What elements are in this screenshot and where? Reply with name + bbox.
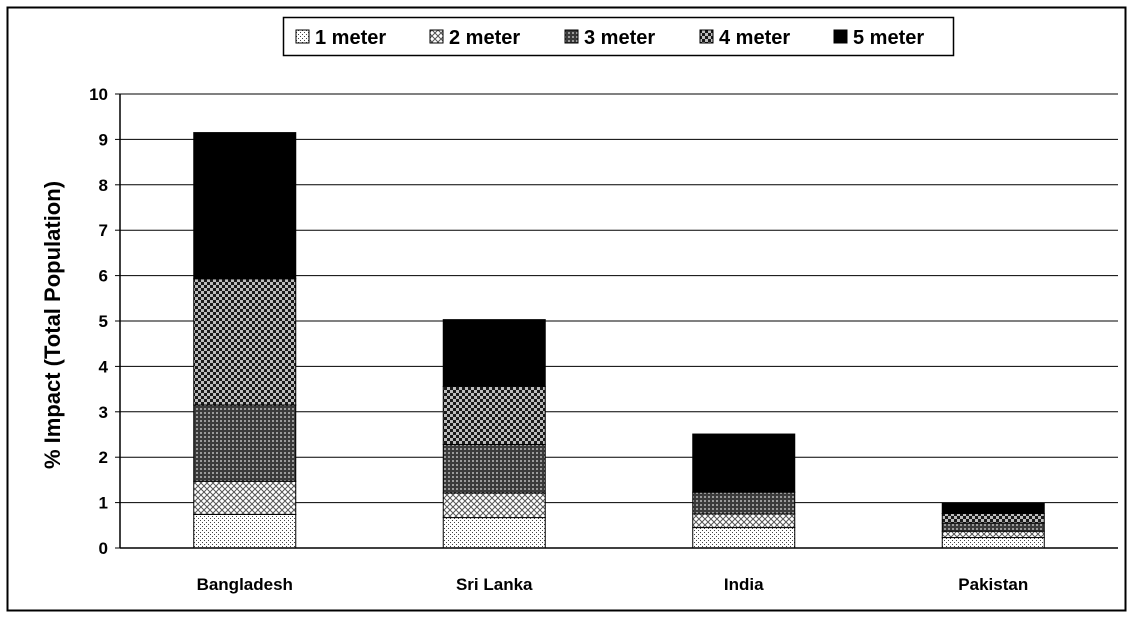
legend-label: 3 meter bbox=[584, 27, 655, 49]
bar-bangladesh-5-meter bbox=[193, 132, 297, 280]
bar-bangladesh-3-meter bbox=[193, 404, 297, 482]
bar-india-2-meter bbox=[692, 513, 796, 529]
bar-india-5-meter bbox=[692, 433, 796, 493]
legend-label: 1 meter bbox=[315, 27, 386, 49]
bar-pakistan-4-meter bbox=[941, 512, 1045, 524]
bar-pakistan-3-meter bbox=[941, 522, 1045, 532]
axis-layer bbox=[115, 93, 1118, 549]
legend-swatch-3-meter bbox=[564, 29, 579, 44]
bar-sri-lanka-4-meter bbox=[442, 385, 546, 445]
label-layer: % Impact (Total Population) 0 1 2 3 4 5 6 7 8 9 10… bbox=[40, 85, 1028, 594]
bar-pakistan-1-meter bbox=[941, 537, 1045, 549]
x-category-label: Sri Lanka bbox=[456, 575, 533, 594]
y-tick-label: 9 bbox=[99, 130, 108, 149]
bar-india-1-meter bbox=[692, 527, 796, 549]
y-tick-label: 3 bbox=[99, 403, 108, 422]
bar-bangladesh-4-meter bbox=[193, 278, 297, 406]
y-tick-label: 7 bbox=[99, 221, 108, 240]
legend-label: 5 meter bbox=[853, 27, 924, 49]
bar-bangladesh-2-meter bbox=[193, 480, 297, 515]
legend-swatch-4-meter bbox=[699, 29, 714, 44]
y-tick-label: 2 bbox=[99, 448, 108, 467]
y-tick-label: 4 bbox=[99, 357, 109, 376]
bar-pakistan-2-meter bbox=[941, 530, 1045, 539]
x-category-label: India bbox=[724, 575, 764, 594]
legend-swatch-2-meter bbox=[429, 29, 444, 44]
legend-swatch-1-meter bbox=[295, 29, 310, 44]
x-category-label: Bangladesh bbox=[197, 575, 293, 594]
bar-india-3-meter bbox=[692, 491, 796, 515]
bar-bangladesh-1-meter bbox=[193, 513, 297, 549]
bar-pakistan-5-meter bbox=[941, 503, 1045, 514]
y-tick-label: 1 bbox=[99, 494, 108, 513]
y-tick-label: 6 bbox=[99, 267, 108, 286]
legend-label: 4 meter bbox=[719, 27, 790, 49]
y-tick-label: 10 bbox=[89, 85, 108, 104]
bar-sri-lanka-5-meter bbox=[442, 319, 546, 387]
legend-label: 2 meter bbox=[449, 27, 520, 49]
bar-sri-lanka-3-meter bbox=[442, 443, 546, 494]
y-axis-title: % Impact (Total Population) bbox=[40, 181, 65, 469]
legend-swatch-5-meter bbox=[833, 29, 848, 44]
y-tick-label: 8 bbox=[99, 176, 108, 195]
bar-sri-lanka-2-meter bbox=[442, 492, 546, 519]
legend-items: 1 meter 2 meter 3 meter 4 meter 5 meter bbox=[295, 27, 924, 49]
legend: 1 meter 2 meter 3 meter 4 meter 5 meter bbox=[282, 16, 955, 57]
bar-layer bbox=[193, 132, 1045, 549]
x-category-label: Pakistan bbox=[958, 575, 1028, 594]
y-tick-label: 0 bbox=[99, 539, 108, 558]
y-tick-label: 5 bbox=[99, 312, 108, 331]
bar-sri-lanka-1-meter bbox=[442, 517, 546, 549]
